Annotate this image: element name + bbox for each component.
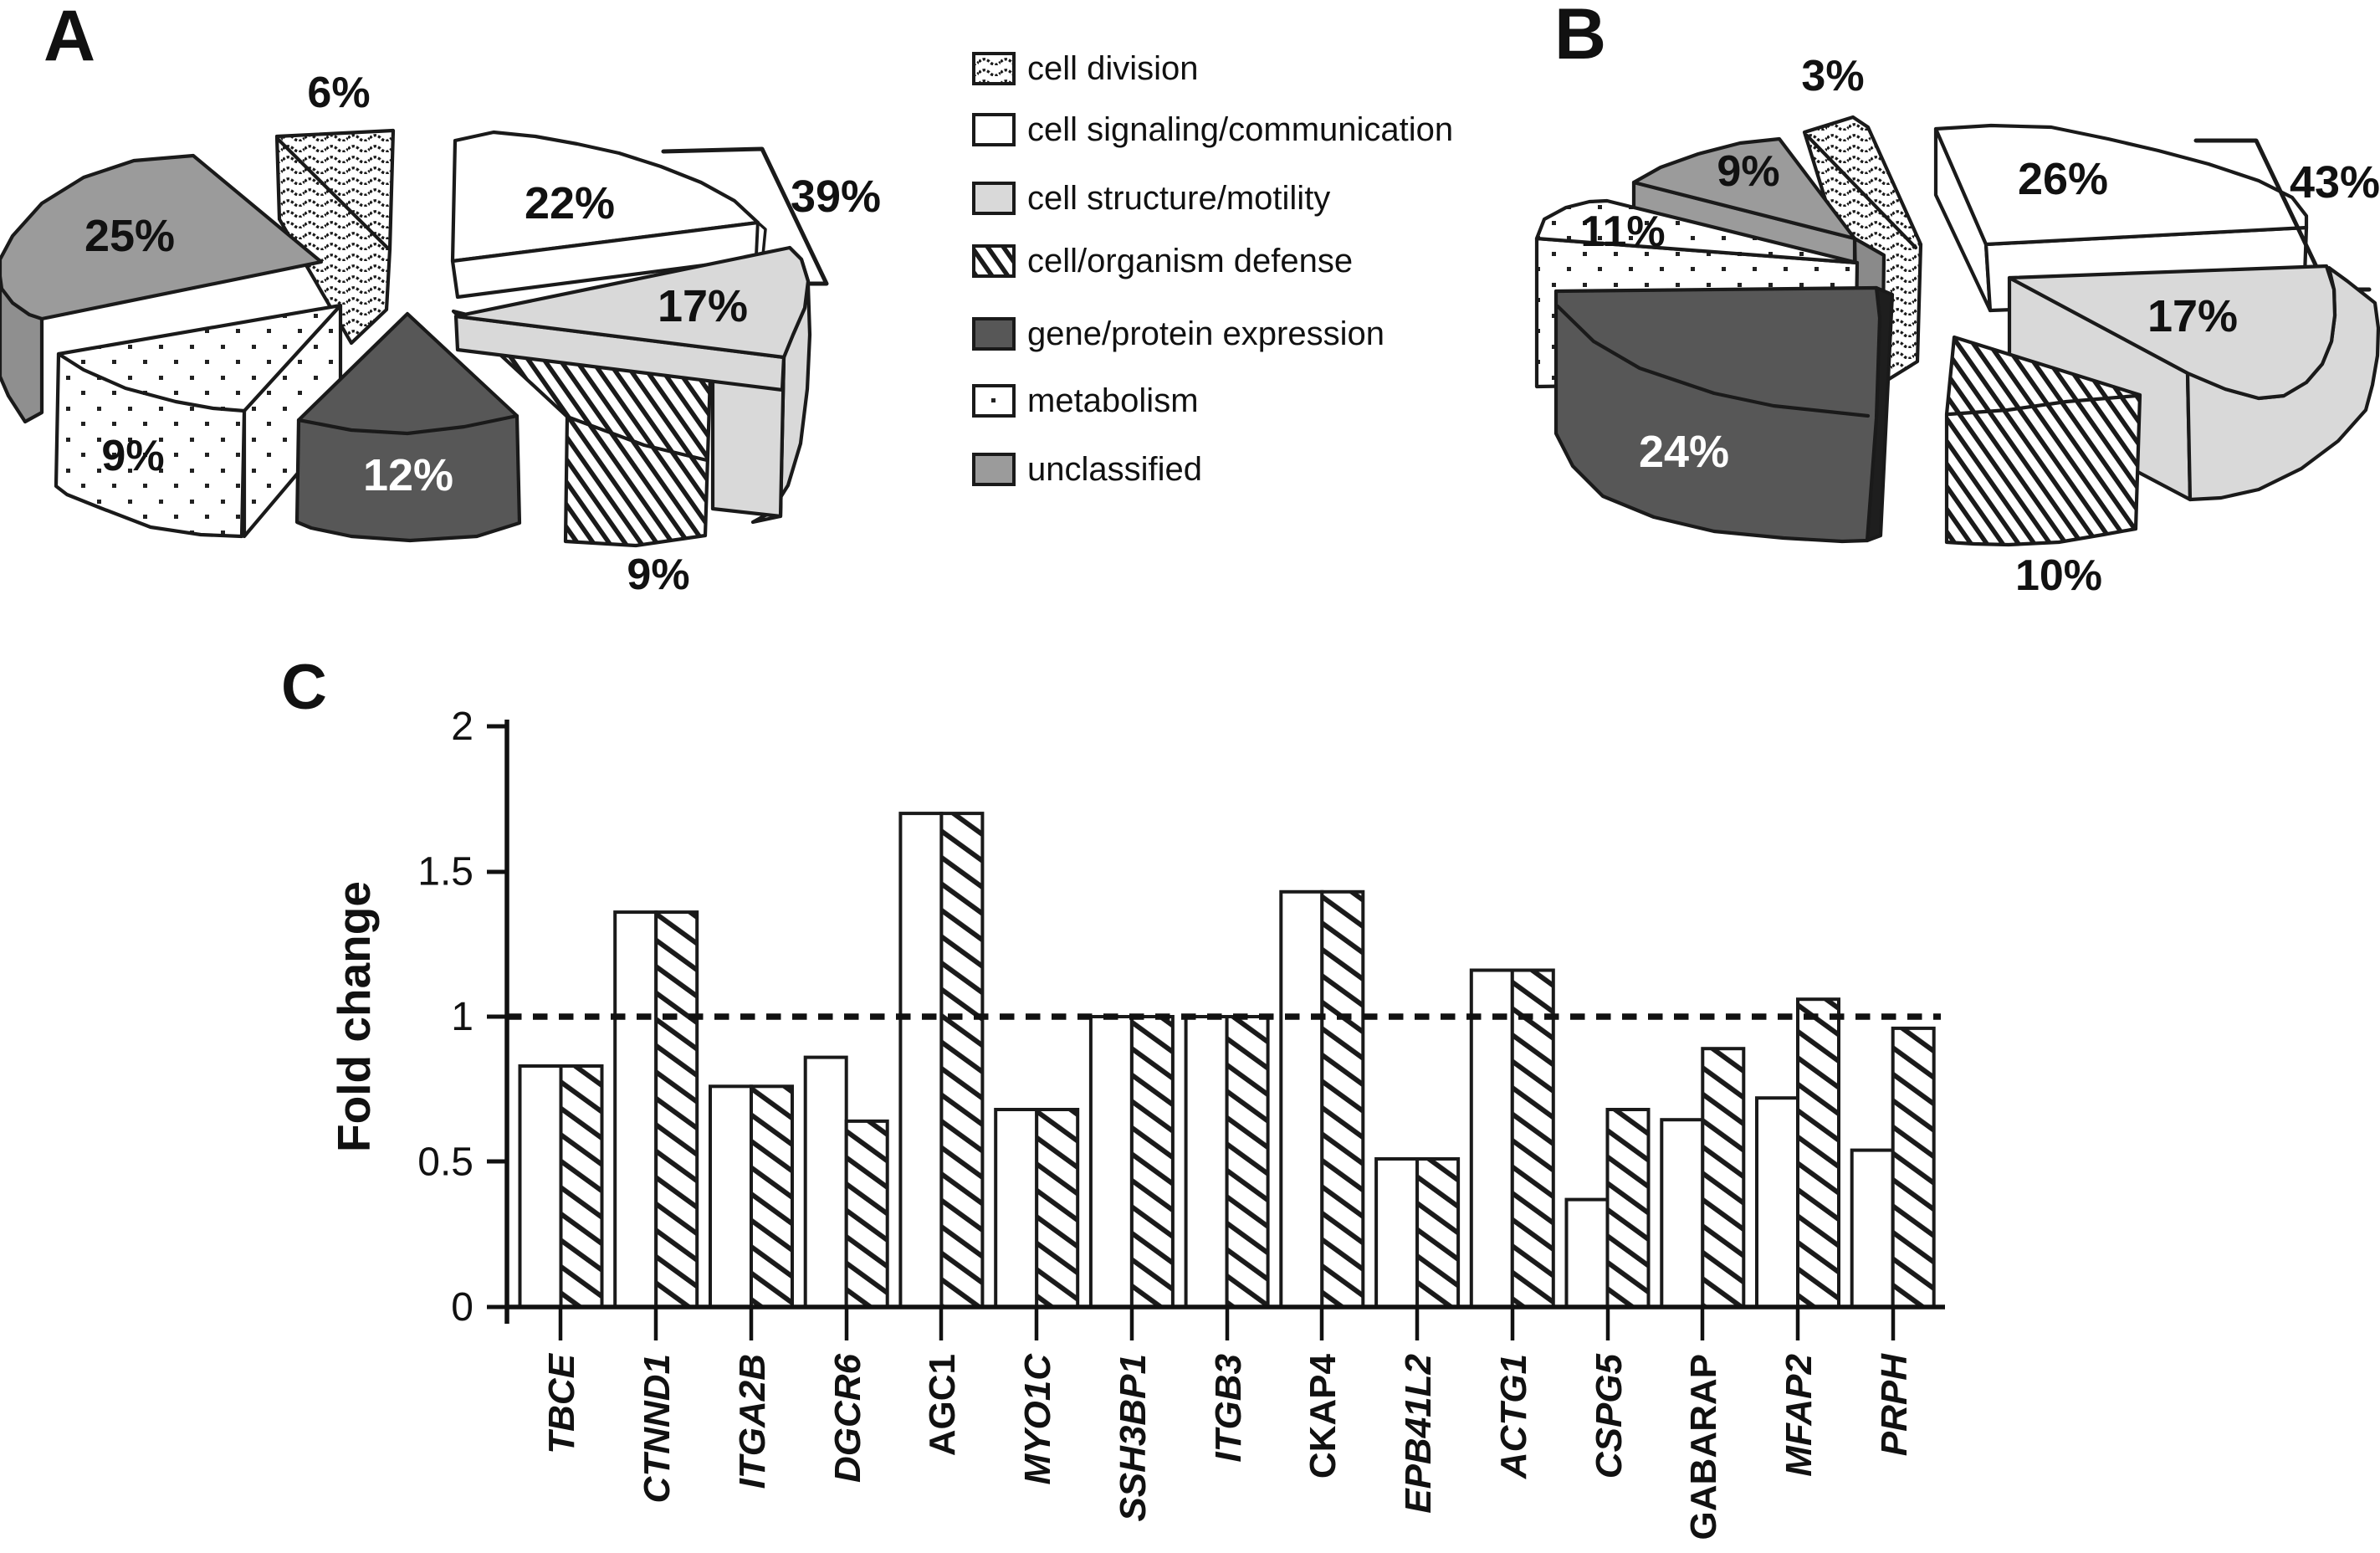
svg-text:SSH3BP1: SSH3BP1 bbox=[1113, 1354, 1154, 1522]
svg-text:AGC1: AGC1 bbox=[922, 1354, 963, 1456]
svg-text:25%: 25% bbox=[84, 211, 175, 261]
svg-text:0.5: 0.5 bbox=[417, 1140, 473, 1185]
svg-text:EPB41L2: EPB41L2 bbox=[1398, 1353, 1439, 1513]
svg-text:CKAP4: CKAP4 bbox=[1303, 1353, 1344, 1479]
svg-text:ITGA2B: ITGA2B bbox=[732, 1354, 773, 1489]
svg-text:43%: 43% bbox=[2290, 157, 2380, 208]
svg-text:1: 1 bbox=[451, 995, 473, 1039]
svg-text:1.5: 1.5 bbox=[417, 850, 473, 894]
svg-text:24%: 24% bbox=[1639, 427, 1729, 477]
svg-text:MFAP2: MFAP2 bbox=[1779, 1353, 1820, 1476]
svg-text:MYO1C: MYO1C bbox=[1017, 1353, 1058, 1485]
svg-text:3%: 3% bbox=[1801, 52, 1864, 100]
svg-text:2: 2 bbox=[451, 705, 473, 749]
svg-text:9%: 9% bbox=[1717, 147, 1779, 196]
svg-text:17%: 17% bbox=[2147, 291, 2238, 341]
svg-text:GABARAP: GABARAP bbox=[1683, 1354, 1724, 1540]
svg-text:ACTG1: ACTG1 bbox=[1493, 1354, 1534, 1479]
svg-text:11%: 11% bbox=[1580, 208, 1665, 256]
svg-text:C: C bbox=[281, 652, 327, 723]
svg-text:CSPG5: CSPG5 bbox=[1589, 1353, 1630, 1479]
svg-text:B: B bbox=[1554, 0, 1606, 74]
svg-text:cell/organism defense: cell/organism defense bbox=[1027, 243, 1353, 279]
svg-text:cell structure/motility: cell structure/motility bbox=[1027, 180, 1330, 217]
svg-text:17%: 17% bbox=[658, 281, 748, 331]
svg-text:12%: 12% bbox=[363, 450, 453, 500]
svg-text:6%: 6% bbox=[307, 69, 370, 117]
svg-text:CTNND1: CTNND1 bbox=[637, 1354, 678, 1503]
svg-text:ITGB3: ITGB3 bbox=[1208, 1354, 1249, 1463]
svg-text:0: 0 bbox=[451, 1285, 473, 1330]
svg-text:cell signaling/communication: cell signaling/communication bbox=[1027, 111, 1453, 148]
svg-text:9%: 9% bbox=[627, 551, 689, 599]
svg-text:DGCR6: DGCR6 bbox=[827, 1353, 868, 1483]
svg-text:metabolism: metabolism bbox=[1027, 382, 1199, 419]
svg-text:unclassified: unclassified bbox=[1027, 451, 1202, 488]
svg-text:9%: 9% bbox=[101, 432, 164, 480]
svg-text:26%: 26% bbox=[2018, 154, 2108, 204]
svg-text:cell division: cell division bbox=[1027, 50, 1199, 87]
svg-text:PRPH: PRPH bbox=[1874, 1353, 1915, 1456]
svg-text:gene/protein expression: gene/protein expression bbox=[1027, 315, 1384, 352]
svg-text:TBCE: TBCE bbox=[541, 1352, 582, 1453]
svg-text:Fold change: Fold change bbox=[328, 881, 380, 1152]
svg-text:39%: 39% bbox=[791, 172, 881, 222]
svg-text:22%: 22% bbox=[525, 178, 615, 228]
svg-text:10%: 10% bbox=[2015, 551, 2102, 600]
svg-text:A: A bbox=[44, 0, 95, 76]
